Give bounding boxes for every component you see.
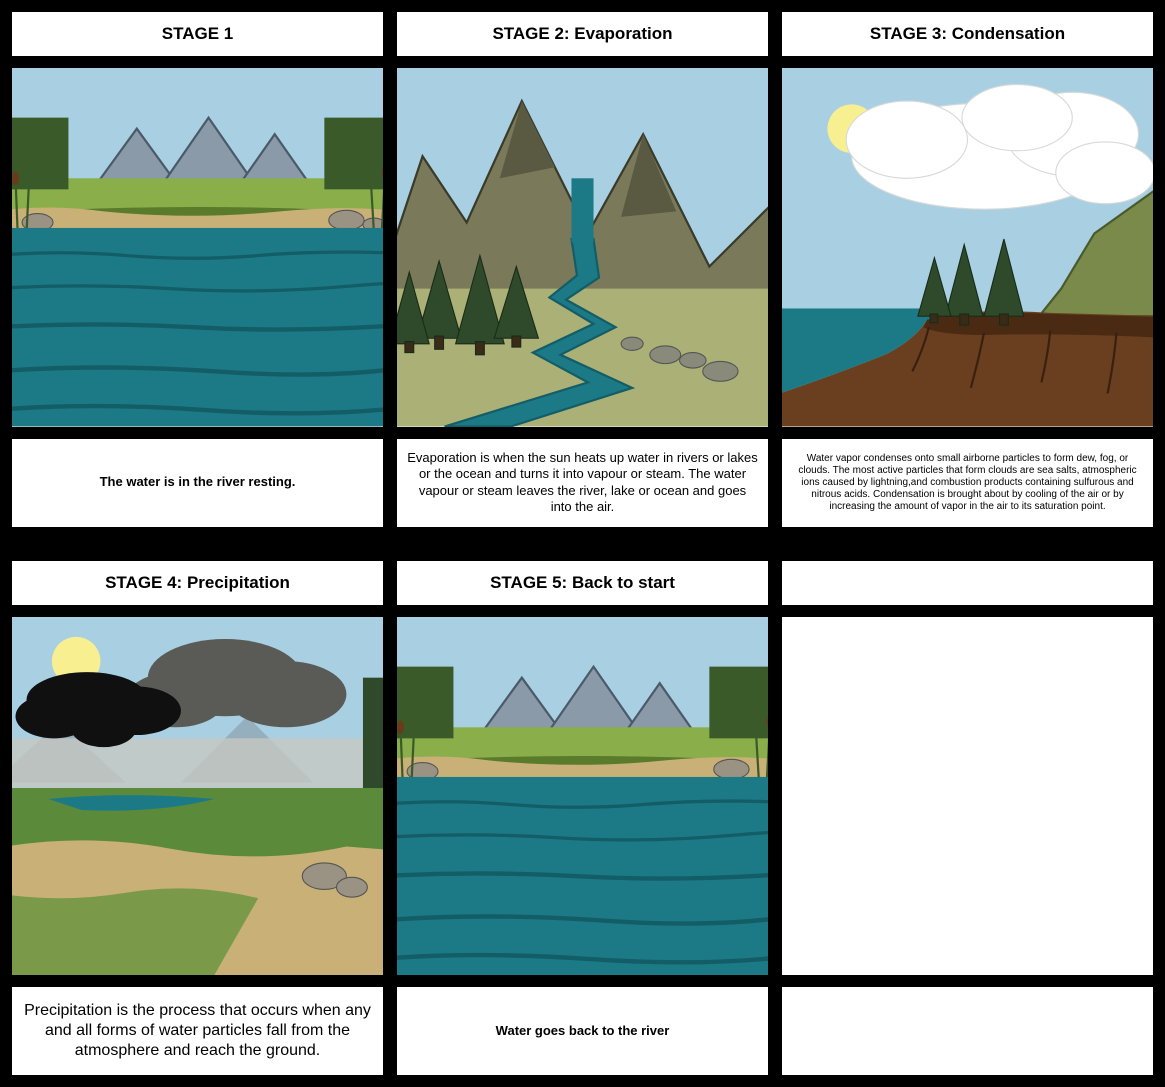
panel-4-title: STAGE 4: Precipitation	[10, 559, 385, 607]
panel-4-image	[10, 615, 385, 978]
panel-4: STAGE 4: Precipitation	[10, 559, 385, 1078]
panel-5-image	[395, 615, 770, 978]
panel-6-image	[780, 615, 1155, 978]
panel-5-caption: Water goes back to the river	[395, 985, 770, 1077]
panel-2: STAGE 2: Evaporation	[395, 10, 770, 529]
panel-1-image	[10, 66, 385, 429]
panel-5: STAGE 5: Back to start	[395, 559, 770, 1078]
panel-5-title: STAGE 5: Back to start	[395, 559, 770, 607]
panel-3-caption: Water vapor condenses onto small airborn…	[780, 437, 1155, 529]
panel-1: STAGE 1	[10, 10, 385, 529]
panel-3-image	[780, 66, 1155, 429]
panel-1-title: STAGE 1	[10, 10, 385, 58]
panel-1-caption: The water is in the river resting.	[10, 437, 385, 529]
panel-4-caption: Precipitation is the process that occurs…	[10, 985, 385, 1077]
panel-3: STAGE 3: Condensation	[780, 10, 1155, 529]
panel-6-title	[780, 559, 1155, 607]
panel-3-title: STAGE 3: Condensation	[780, 10, 1155, 58]
panel-6-caption	[780, 985, 1155, 1077]
panel-2-image	[395, 66, 770, 429]
storyboard-grid: STAGE 1	[10, 10, 1155, 1077]
panel-6	[780, 559, 1155, 1078]
panel-2-title: STAGE 2: Evaporation	[395, 10, 770, 58]
panel-2-caption: Evaporation is when the sun heats up wat…	[395, 437, 770, 529]
